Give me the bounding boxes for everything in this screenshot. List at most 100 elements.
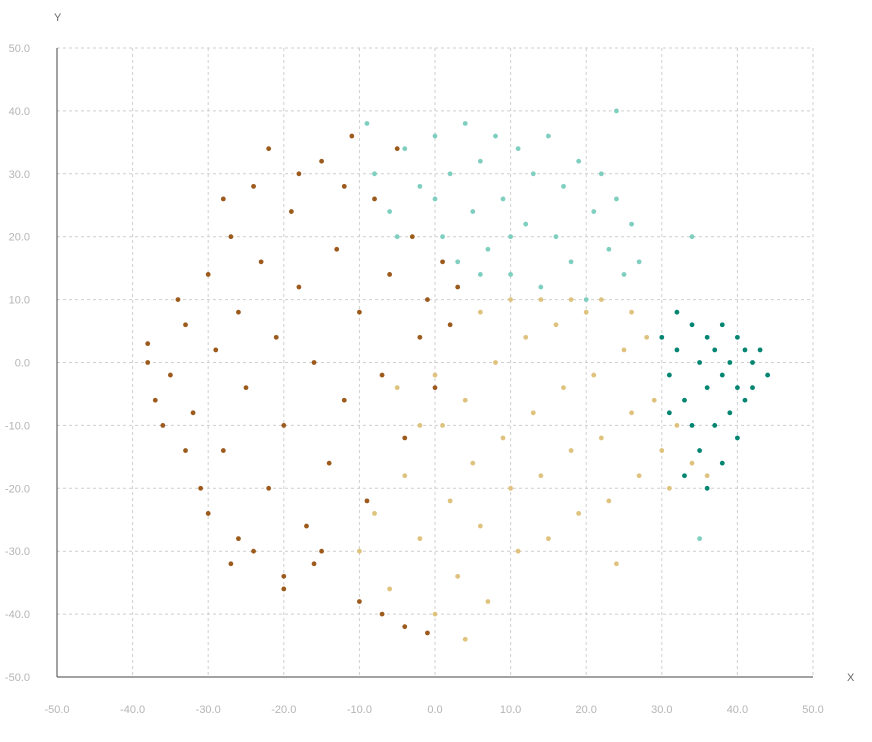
- scatter-point: [583, 297, 589, 302]
- scatter-point: [568, 259, 574, 265]
- scatter-point: [394, 146, 400, 152]
- scatter-point: [697, 448, 702, 453]
- y-tick-label: 0.0: [15, 358, 30, 370]
- scatter-point: [561, 385, 566, 391]
- scatter-point: [160, 423, 166, 428]
- scatter-point: [455, 573, 461, 579]
- scatter-point: [538, 473, 544, 479]
- scatter-point: [666, 372, 672, 378]
- scatter-point: [712, 347, 718, 353]
- scatter-point: [394, 234, 400, 240]
- scatter-point: [689, 322, 695, 328]
- scatter-point: [606, 498, 612, 504]
- y-axis-title: Y: [54, 12, 62, 24]
- scatter-point: [447, 171, 453, 177]
- scatter-point: [712, 423, 718, 428]
- y-tick-label: -50.0: [5, 672, 30, 684]
- scatter-point: [508, 297, 513, 302]
- scatter-point: [455, 259, 461, 265]
- scatter-point: [432, 372, 438, 378]
- scatter-point: [515, 548, 521, 554]
- series-0: [145, 133, 461, 636]
- scatter-point: [629, 410, 634, 416]
- scatter-point: [432, 133, 438, 139]
- x-tick-label: 20.0: [575, 704, 596, 716]
- y-tick-label: -30.0: [5, 546, 30, 558]
- scatter-point: [357, 548, 362, 554]
- scatter-point: [145, 341, 151, 347]
- scatter-point: [735, 385, 740, 391]
- scatter-point: [742, 397, 748, 403]
- scatter-point: [598, 171, 604, 177]
- scatter-point: [538, 284, 544, 290]
- data-points: [145, 108, 771, 642]
- scatter-point: [583, 309, 589, 315]
- scatter-point: [629, 221, 634, 227]
- scatter-point: [273, 334, 279, 340]
- scatter-point: [462, 121, 468, 126]
- scatter-point: [576, 511, 582, 516]
- x-tick-label: 50.0: [802, 704, 823, 716]
- scatter-point: [205, 511, 211, 516]
- scatter-point: [402, 435, 408, 441]
- x-tick-label: -30.0: [196, 704, 221, 716]
- x-tick-label: 10.0: [500, 704, 521, 716]
- scatter-point: [614, 196, 619, 202]
- y-tick-label: -40.0: [5, 609, 30, 621]
- scatter-point: [546, 133, 551, 139]
- scatter-point: [319, 548, 324, 554]
- scatter-point: [614, 561, 619, 567]
- scatter-point: [432, 196, 438, 202]
- scatter-point: [145, 360, 151, 365]
- scatter-point: [629, 309, 634, 315]
- scatter-point: [175, 297, 181, 302]
- y-tick-label: 10.0: [9, 295, 30, 307]
- scatter-point: [417, 334, 423, 340]
- scatter-point: [621, 347, 627, 353]
- scatter-point: [735, 334, 740, 340]
- scatter-point: [402, 624, 408, 630]
- scatter-point: [409, 234, 415, 240]
- x-tick-label: -20.0: [271, 704, 296, 716]
- scatter-point: [251, 183, 256, 189]
- scatter-point: [440, 234, 445, 240]
- scatter-point: [485, 246, 491, 252]
- scatter-point: [349, 133, 355, 139]
- scatter-point: [152, 397, 158, 403]
- scatter-point: [402, 146, 408, 152]
- scatter-point: [546, 536, 551, 542]
- scatter-point: [530, 171, 536, 177]
- scatter-point: [553, 234, 559, 240]
- scatter-point: [228, 561, 234, 567]
- y-tick-label: -20.0: [5, 483, 30, 495]
- scatter-point: [666, 410, 672, 416]
- scatter-point: [606, 246, 612, 252]
- scatter-point: [326, 460, 332, 466]
- scatter-point: [205, 272, 211, 277]
- x-tick-label: -40.0: [120, 704, 145, 716]
- scatter-point: [432, 611, 438, 617]
- scatter-point: [765, 372, 771, 378]
- scatter-point: [198, 485, 204, 491]
- scatter-point: [334, 246, 340, 252]
- scatter-point: [493, 360, 498, 365]
- scatter-point: [500, 435, 506, 441]
- scatter-point: [636, 259, 642, 265]
- scatter-point: [493, 133, 498, 139]
- series-1: [364, 108, 702, 542]
- scatter-point: [440, 259, 445, 265]
- scatter-point: [689, 423, 695, 428]
- scatter-point: [651, 397, 657, 403]
- y-tick-label: 20.0: [9, 232, 30, 244]
- scatter-point: [719, 460, 725, 466]
- scatter-point: [644, 334, 650, 340]
- scatter-point: [379, 372, 385, 378]
- scatter-point: [704, 334, 710, 340]
- x-tick-labels: -50.0 -40.0 -30.0 -20.0 -10.0 0.0 10.0 20.0 30.0…: [44, 704, 823, 716]
- scatter-point: [417, 423, 423, 428]
- scatter-point: [523, 221, 529, 227]
- scatter-point: [523, 334, 529, 340]
- scatter-point: [477, 309, 483, 315]
- scatter-point: [447, 322, 453, 328]
